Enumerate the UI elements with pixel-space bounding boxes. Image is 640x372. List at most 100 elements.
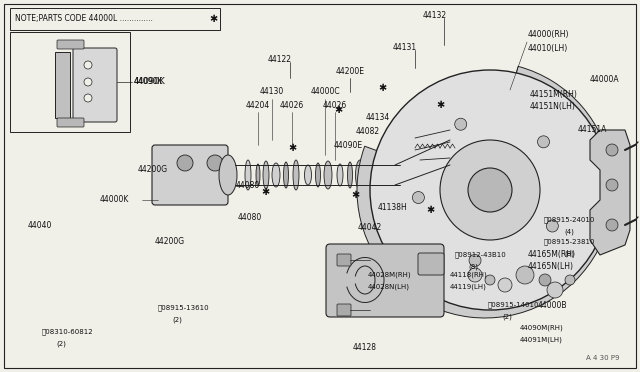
Text: 44000K: 44000K xyxy=(100,196,129,205)
Text: 41138H: 41138H xyxy=(378,203,408,212)
Text: (2): (2) xyxy=(56,341,66,347)
Circle shape xyxy=(498,278,512,292)
Text: 44000B: 44000B xyxy=(538,301,568,310)
Circle shape xyxy=(84,61,92,69)
Text: ⓜ08915-23810: ⓜ08915-23810 xyxy=(544,239,595,245)
FancyBboxPatch shape xyxy=(337,304,351,316)
Polygon shape xyxy=(590,130,630,255)
Circle shape xyxy=(440,140,540,240)
Circle shape xyxy=(547,220,558,232)
Wedge shape xyxy=(357,66,613,318)
Text: 44151N(LH): 44151N(LH) xyxy=(530,103,576,112)
Ellipse shape xyxy=(305,165,312,185)
FancyBboxPatch shape xyxy=(57,118,84,127)
Text: ⓜ08915-14010: ⓜ08915-14010 xyxy=(488,302,540,308)
Text: 44200E: 44200E xyxy=(335,67,365,77)
Text: 44130: 44130 xyxy=(260,87,284,96)
Text: 44151A: 44151A xyxy=(578,125,607,135)
Text: 44118(RH): 44118(RH) xyxy=(450,272,488,278)
Circle shape xyxy=(606,179,618,191)
Text: 44028M(RH): 44028M(RH) xyxy=(368,272,412,278)
Ellipse shape xyxy=(219,155,237,195)
Text: 44200G: 44200G xyxy=(155,237,185,247)
Ellipse shape xyxy=(337,164,343,186)
Text: 44090M(RH): 44090M(RH) xyxy=(520,325,564,331)
Text: 44042: 44042 xyxy=(358,224,382,232)
Text: 44122: 44122 xyxy=(268,55,292,64)
Text: 44000C: 44000C xyxy=(310,87,340,96)
Circle shape xyxy=(84,78,92,86)
Text: 44090K: 44090K xyxy=(134,77,163,87)
Circle shape xyxy=(207,155,223,171)
Ellipse shape xyxy=(388,161,396,189)
Circle shape xyxy=(547,282,563,298)
Text: 44010(LH): 44010(LH) xyxy=(528,44,568,52)
Text: 44000(RH): 44000(RH) xyxy=(528,31,570,39)
Text: (8): (8) xyxy=(468,264,478,270)
Text: 44090E: 44090E xyxy=(333,141,363,150)
Text: ⓜ08915-13610: ⓜ08915-13610 xyxy=(158,305,210,311)
Text: 44040: 44040 xyxy=(28,221,52,230)
Ellipse shape xyxy=(284,162,289,188)
Text: 44119(LH): 44119(LH) xyxy=(450,284,487,290)
Text: (2): (2) xyxy=(172,317,182,323)
Circle shape xyxy=(606,144,618,156)
Text: 44165M(RH): 44165M(RH) xyxy=(528,250,576,260)
Circle shape xyxy=(84,94,92,102)
Text: 44028N(LH): 44028N(LH) xyxy=(368,284,410,290)
Bar xyxy=(10,8,220,30)
FancyBboxPatch shape xyxy=(337,254,351,266)
Circle shape xyxy=(468,268,482,282)
Text: Ⓝ08310-60812: Ⓝ08310-60812 xyxy=(42,329,93,335)
Text: ✱: ✱ xyxy=(261,187,269,197)
Ellipse shape xyxy=(348,162,353,188)
Ellipse shape xyxy=(355,160,365,190)
Text: 44026: 44026 xyxy=(323,100,347,109)
Circle shape xyxy=(485,275,495,285)
Text: (4): (4) xyxy=(564,229,574,235)
Text: 44134: 44134 xyxy=(366,113,390,122)
FancyBboxPatch shape xyxy=(326,244,444,317)
Ellipse shape xyxy=(293,160,299,190)
Circle shape xyxy=(412,192,424,203)
Circle shape xyxy=(468,168,512,212)
Circle shape xyxy=(177,155,193,171)
FancyBboxPatch shape xyxy=(418,253,444,275)
FancyBboxPatch shape xyxy=(57,40,84,49)
Text: (8): (8) xyxy=(564,251,574,257)
Text: (2): (2) xyxy=(502,314,512,320)
Text: ✱: ✱ xyxy=(288,143,296,153)
FancyBboxPatch shape xyxy=(152,145,228,205)
Polygon shape xyxy=(55,52,70,118)
Text: A 4 30 P9: A 4 30 P9 xyxy=(586,355,620,361)
Text: 44080: 44080 xyxy=(236,180,260,189)
Text: 44080: 44080 xyxy=(238,214,262,222)
Text: ✱: ✱ xyxy=(334,105,342,115)
Text: 44132: 44132 xyxy=(423,10,447,19)
Text: 44000A: 44000A xyxy=(590,76,620,84)
Circle shape xyxy=(606,219,618,231)
Text: ⓝ08912-43B10: ⓝ08912-43B10 xyxy=(455,252,507,258)
Circle shape xyxy=(538,136,550,148)
Text: 44200G: 44200G xyxy=(138,166,168,174)
Text: NOTE;PARTS CODE 44000L ..............: NOTE;PARTS CODE 44000L .............. xyxy=(15,15,153,23)
Circle shape xyxy=(516,266,534,284)
Text: ✱: ✱ xyxy=(426,205,434,215)
Text: 44090K: 44090K xyxy=(134,77,166,87)
Text: 44091M(LH): 44091M(LH) xyxy=(520,337,563,343)
Text: 44026: 44026 xyxy=(280,100,304,109)
Text: ⓜ08915-24010: ⓜ08915-24010 xyxy=(544,217,595,223)
Ellipse shape xyxy=(272,163,280,187)
Ellipse shape xyxy=(263,161,269,189)
Text: ✱: ✱ xyxy=(209,14,217,24)
Text: 44165N(LH): 44165N(LH) xyxy=(528,263,574,272)
Circle shape xyxy=(539,274,551,286)
Text: ✱: ✱ xyxy=(378,83,386,93)
Circle shape xyxy=(469,254,481,266)
Ellipse shape xyxy=(316,163,321,187)
Ellipse shape xyxy=(245,160,251,190)
Text: ✱: ✱ xyxy=(436,100,444,110)
Ellipse shape xyxy=(378,164,385,186)
Circle shape xyxy=(370,70,610,310)
FancyBboxPatch shape xyxy=(73,48,117,122)
